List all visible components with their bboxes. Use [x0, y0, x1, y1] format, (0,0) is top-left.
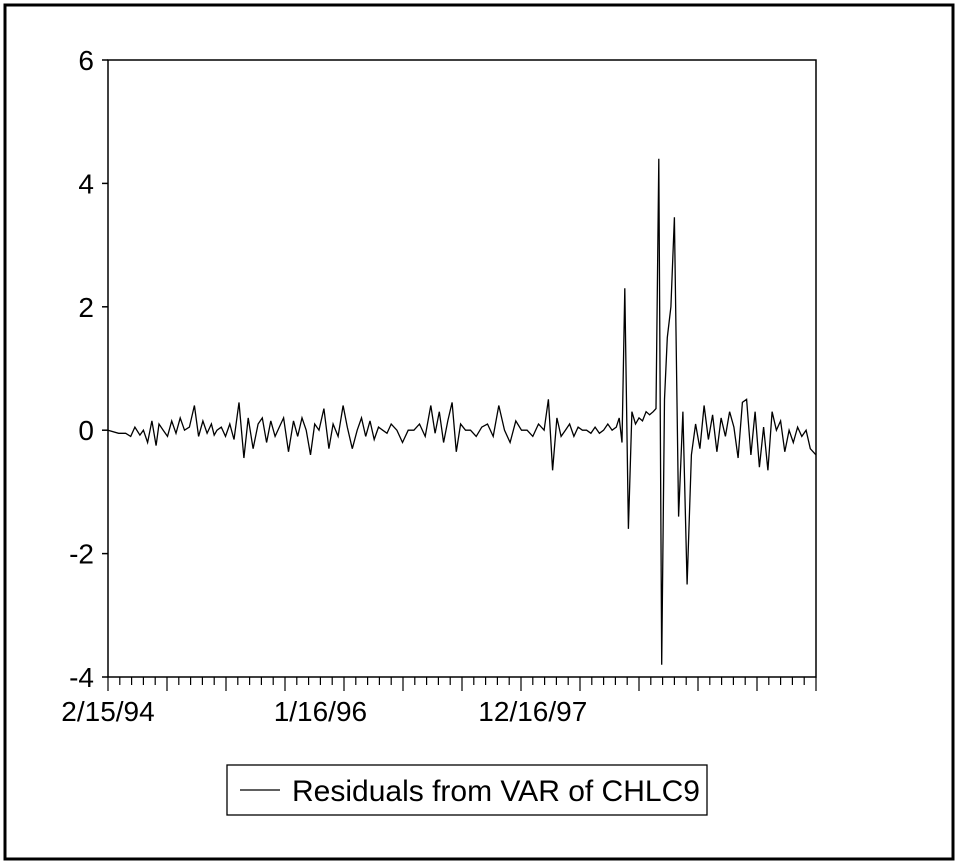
series-line-residuals	[107, 158, 817, 665]
y-tick-label: 0	[78, 415, 94, 446]
x-tick-label: 2/15/94	[61, 696, 154, 727]
y-axis: 6 4 2 0 -2 -4	[69, 45, 108, 693]
x-axis: 2/15/94 1/16/96 12/16/97	[61, 677, 817, 727]
legend-box	[226, 764, 708, 816]
y-tick-label: 2	[78, 292, 94, 323]
y-tick-label: 4	[78, 168, 94, 199]
y-tick-label: 6	[78, 45, 94, 76]
legend-label: Residuals from VAR of CHLC9	[292, 775, 700, 808]
y-tick-label: -4	[69, 662, 94, 693]
legend: Residuals from VAR of CHLC9	[226, 764, 708, 816]
x-tick-label: 12/16/97	[478, 696, 587, 727]
x-tick-label: 1/16/96	[274, 696, 367, 727]
y-tick-label: -2	[69, 539, 94, 570]
